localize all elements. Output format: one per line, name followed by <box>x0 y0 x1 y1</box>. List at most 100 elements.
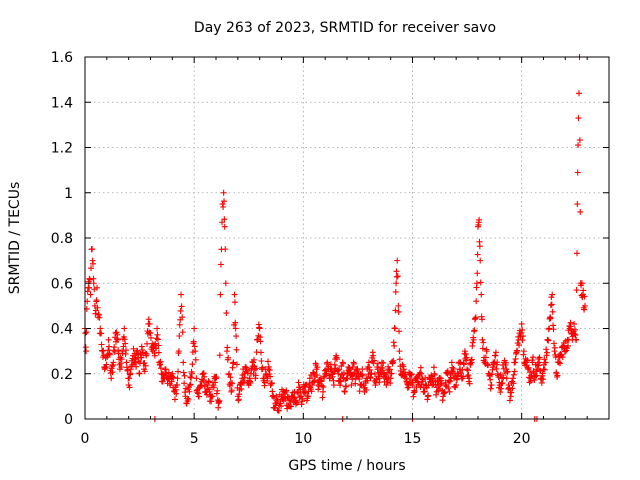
x-tick-label: 20 <box>513 431 531 447</box>
data-point <box>201 383 208 390</box>
data-point <box>273 393 280 400</box>
data-point <box>417 384 424 391</box>
data-point <box>395 302 402 309</box>
data-point <box>264 358 271 365</box>
data-marks <box>82 54 588 422</box>
data-point <box>232 325 239 332</box>
data-point <box>391 342 398 349</box>
data-point <box>492 349 499 356</box>
data-point <box>89 246 96 253</box>
data-point <box>209 393 216 400</box>
data-point <box>94 284 101 291</box>
data-point <box>487 376 494 383</box>
data-point <box>121 325 128 332</box>
data-point <box>222 280 229 287</box>
data-point <box>186 388 193 395</box>
data-point <box>478 291 485 298</box>
data-point <box>571 326 578 333</box>
y-tick-label: 0.4 <box>51 322 73 338</box>
data-point <box>330 369 337 376</box>
data-point <box>283 387 290 394</box>
data-point <box>374 366 381 373</box>
data-point <box>457 359 464 366</box>
data-point <box>110 359 117 366</box>
data-point <box>306 375 313 382</box>
data-point <box>157 365 164 372</box>
data-point <box>341 388 348 395</box>
data-point <box>474 270 481 277</box>
data-point <box>396 356 403 363</box>
data-point <box>90 280 97 287</box>
data-point <box>134 348 141 355</box>
data-point <box>288 403 295 410</box>
data-point <box>447 374 454 381</box>
data-point <box>257 338 264 345</box>
data-point <box>497 389 504 396</box>
data-point <box>224 344 231 351</box>
data-point <box>336 366 343 373</box>
data-point <box>430 364 437 371</box>
data-point <box>319 382 326 389</box>
data-point <box>311 370 318 377</box>
data-point <box>238 385 245 392</box>
data-point <box>477 279 484 286</box>
data-point <box>159 378 166 385</box>
data-point <box>221 216 228 223</box>
data-point <box>87 291 94 298</box>
data-point <box>529 359 536 366</box>
data-point <box>538 379 545 386</box>
data-point <box>356 376 363 383</box>
data-point <box>574 201 581 208</box>
data-point <box>108 375 115 382</box>
data-point <box>406 376 413 383</box>
y-tick-label: 1.2 <box>51 141 73 157</box>
data-point <box>97 325 104 332</box>
data-point <box>392 325 399 332</box>
data-point <box>340 369 347 376</box>
data-point <box>535 355 542 362</box>
data-point <box>498 380 505 387</box>
data-point <box>366 366 373 373</box>
data-point <box>581 306 588 313</box>
data-point <box>216 397 223 404</box>
data-point <box>114 336 121 343</box>
data-point <box>383 382 390 389</box>
data-point <box>86 276 93 283</box>
data-point <box>518 320 525 327</box>
data-point <box>301 389 308 396</box>
data-point <box>131 356 138 363</box>
grid-lines <box>85 57 609 419</box>
data-point <box>506 384 513 391</box>
data-point <box>154 325 161 332</box>
data-point <box>390 357 397 364</box>
data-point <box>508 389 515 396</box>
data-point <box>170 374 177 381</box>
data-point <box>543 346 550 353</box>
data-point <box>294 388 301 395</box>
data-point <box>375 360 382 367</box>
data-point <box>418 370 425 377</box>
data-point <box>302 389 309 396</box>
data-point <box>179 314 186 321</box>
data-point <box>189 361 196 368</box>
data-point <box>470 336 477 343</box>
data-point <box>526 369 533 376</box>
data-point <box>463 354 470 361</box>
data-point <box>455 370 462 377</box>
data-point <box>503 375 510 382</box>
data-point <box>479 316 486 323</box>
data-point <box>530 354 537 361</box>
data-point <box>298 393 305 400</box>
data-point <box>105 336 112 343</box>
data-point <box>578 280 585 287</box>
data-point <box>145 316 152 323</box>
data-point <box>472 314 479 321</box>
data-point <box>232 319 239 326</box>
x-axis-label: GPS time / hours <box>288 458 405 474</box>
data-point <box>548 301 555 308</box>
data-point <box>485 362 492 369</box>
data-point <box>331 368 338 375</box>
data-point <box>133 363 140 370</box>
data-point <box>123 347 130 354</box>
data-point <box>477 257 484 264</box>
